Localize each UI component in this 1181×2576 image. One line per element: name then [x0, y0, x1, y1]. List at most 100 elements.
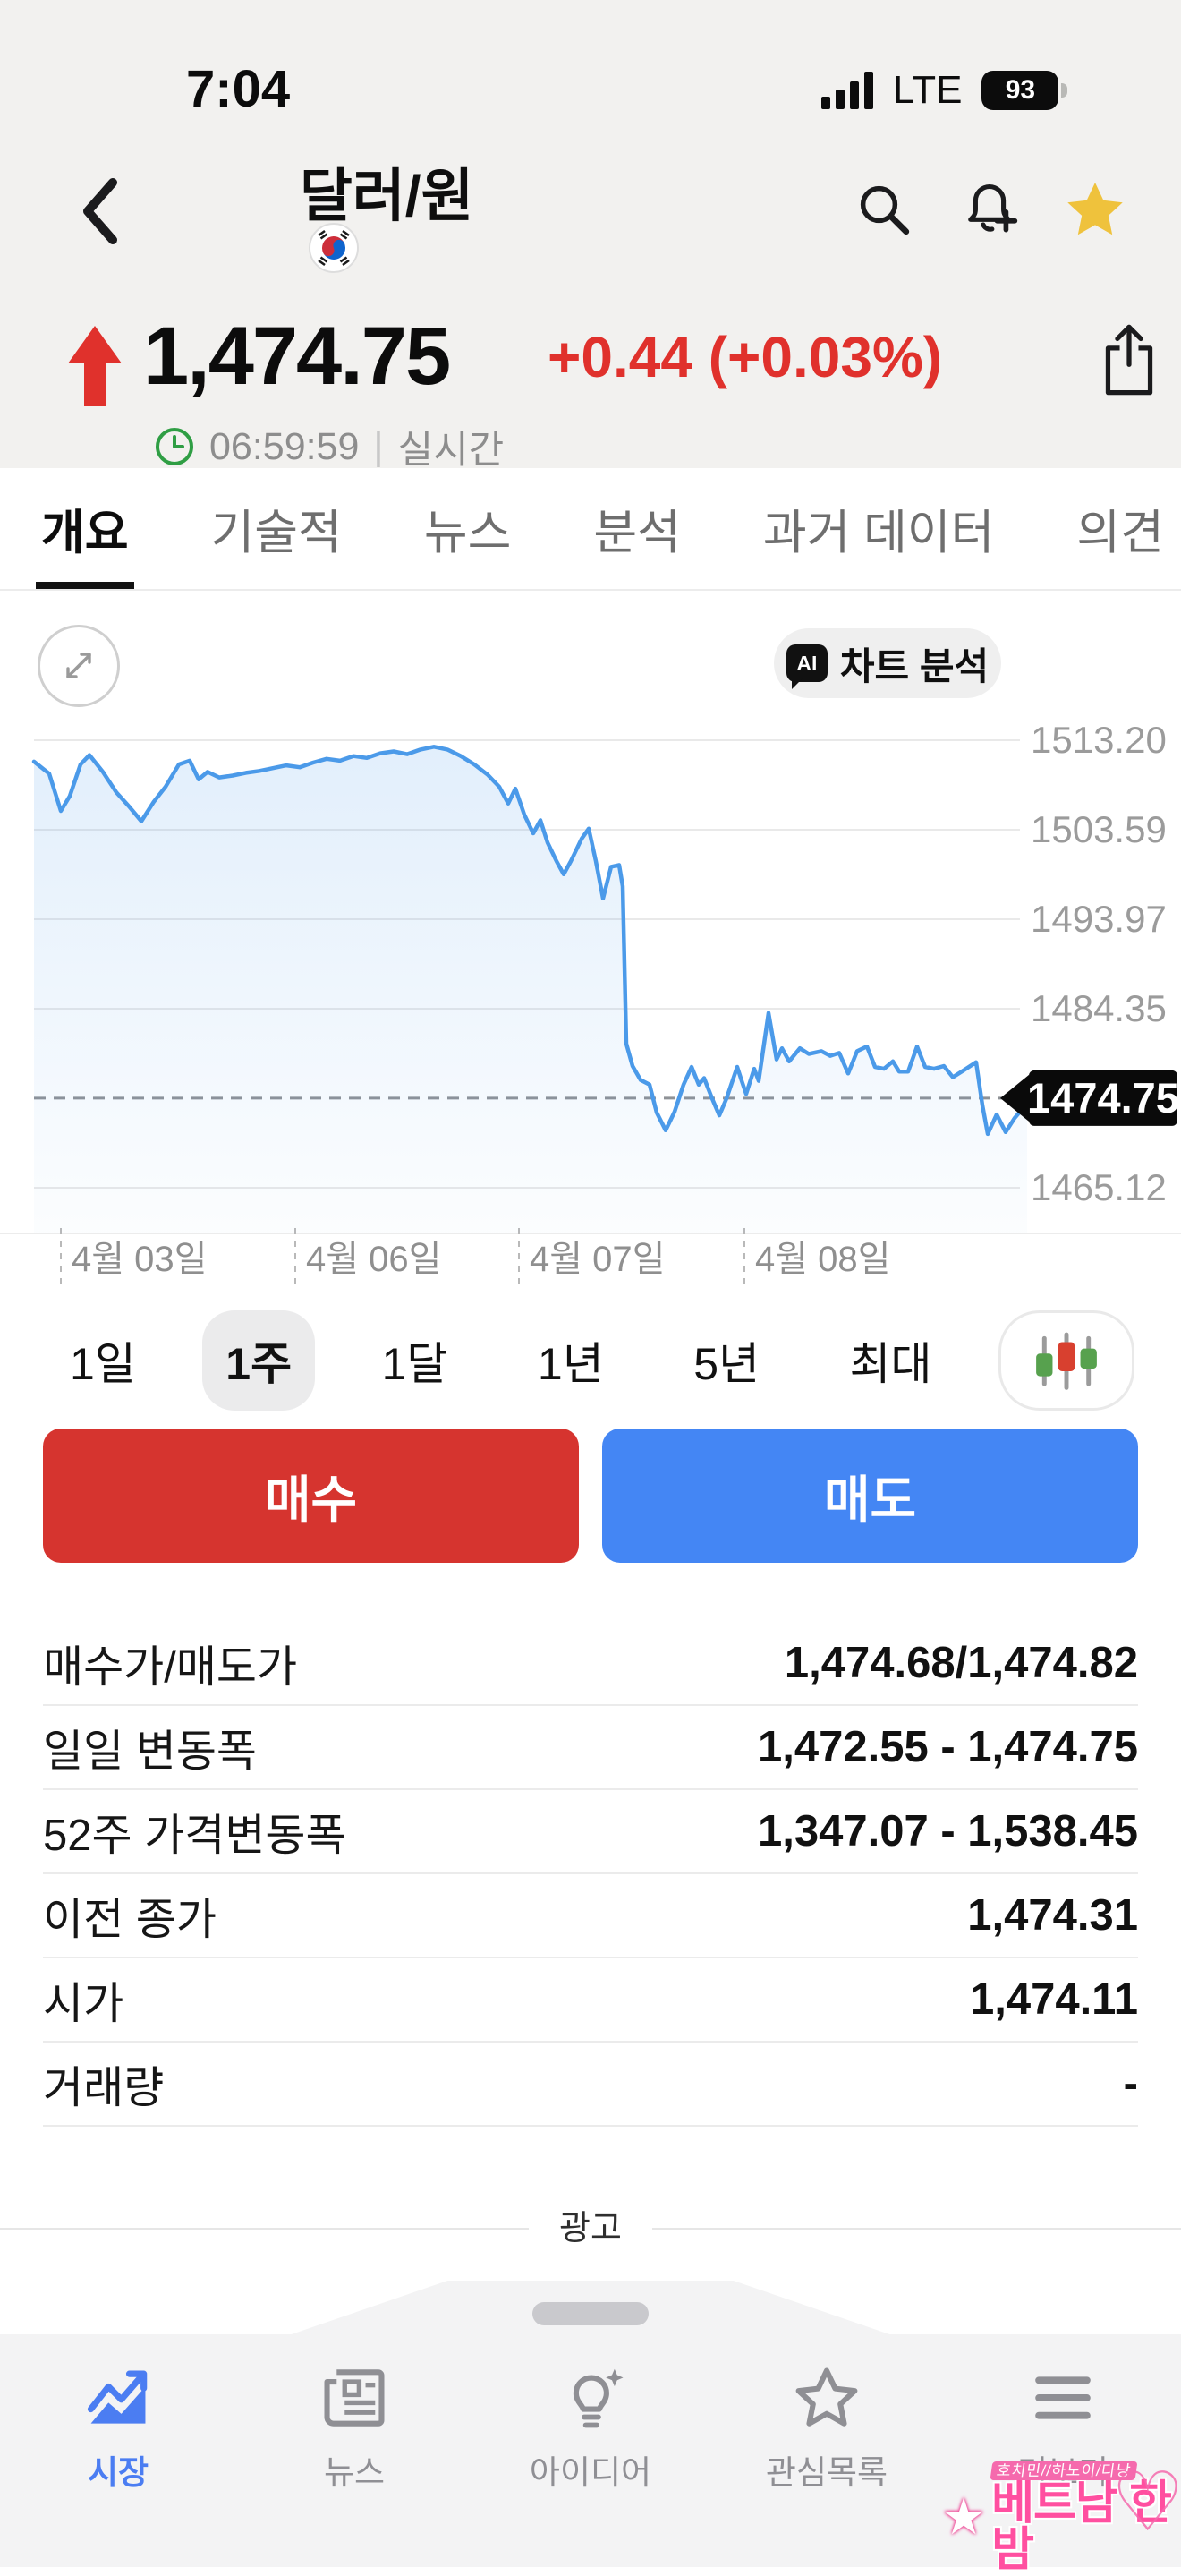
nav-label: 관심목록	[765, 2454, 888, 2491]
candlestick-icon	[1036, 1332, 1097, 1390]
svg-text:1484.35: 1484.35	[1031, 987, 1167, 1029]
svg-text:1513.20: 1513.20	[1031, 719, 1167, 761]
svg-text:1503.59: 1503.59	[1031, 808, 1167, 850]
price-timestamp-row: 06:59:59 | 실시간	[154, 419, 504, 474]
stat-value: -	[1123, 2060, 1138, 2108]
nav-item-3[interactable]: 아이디어	[472, 2359, 709, 2494]
clock-icon	[156, 428, 193, 465]
stat-label: 일일 변동폭	[43, 1727, 258, 1776]
ai-button-label: 차트 분석	[839, 644, 990, 687]
range-1년[interactable]: 1년	[537, 1339, 604, 1389]
buy-button[interactable]: 매수	[43, 1429, 579, 1563]
stat-label: 거래량	[43, 2063, 165, 2112]
news-icon	[324, 2369, 385, 2427]
market-chart-icon	[87, 2370, 148, 2424]
stat-value: 1,474.31	[967, 1891, 1138, 1940]
stat-label: 52주 가격변동폭	[43, 1811, 346, 1860]
more-menu-icon	[1035, 2376, 1091, 2419]
signal-strength-icon	[821, 72, 873, 109]
nav-item-5[interactable]: 더보기	[945, 2359, 1181, 2494]
battery-percent: 93	[1005, 75, 1036, 105]
nav-label: 아이디어	[529, 2454, 652, 2491]
ad-label-wrap: 광고	[0, 2200, 1181, 2249]
stat-label: 시가	[43, 1979, 124, 2028]
share-icon	[1105, 324, 1153, 396]
tab-4[interactable]: 분석	[593, 506, 681, 559]
share-button[interactable]	[1099, 322, 1160, 397]
bottom-sheet-drag-handle[interactable]	[532, 2302, 649, 2325]
ai-chart-analysis-button[interactable]: AI 차트 분석	[774, 628, 1001, 698]
realtime-label: 실시간	[397, 429, 505, 472]
svg-text:1493.97: 1493.97	[1031, 898, 1167, 940]
favorite-button[interactable]	[1063, 177, 1127, 242]
stat-label: 매수가/매도가	[43, 1642, 298, 1692]
expand-arrows-icon	[66, 653, 91, 678]
chart-expand-button[interactable]	[38, 625, 120, 707]
tab-5[interactable]: 과거 데이터	[762, 506, 995, 559]
section-tabbar: 개요 기술적 뉴스 분석 과거 데이터 의견	[0, 468, 1181, 591]
range-1주[interactable]: 1주	[202, 1310, 316, 1411]
svg-text:1465.12: 1465.12	[1031, 1166, 1167, 1208]
stats-table: 매수가/매도가 1,474.68/1,474.82 일일 변동폭 1,472.55 -…	[43, 1622, 1138, 2127]
tab-1[interactable]: 개요	[36, 468, 134, 589]
stat-value: 1,347.07 - 1,538.45	[757, 1807, 1138, 1855]
footer-background	[0, 2334, 1181, 2567]
range-5년[interactable]: 5년	[693, 1339, 760, 1389]
range-selector: 1일 1주 1달 1년 5년 최대	[0, 1302, 1181, 1419]
range-1일[interactable]: 1일	[70, 1339, 136, 1389]
svg-text:4월 08일: 4월 08일	[755, 1240, 890, 1279]
bottom-navigation: 시장 뉴스 아이디어 관심목록 더보기	[0, 2359, 1181, 2494]
battery-icon: 93	[981, 71, 1068, 110]
price-time: 06:59:59	[209, 424, 360, 468]
stats-row-3: 52주 가격변동폭 1,347.07 - 1,538.45	[43, 1790, 1138, 1874]
stat-value: 1,474.11	[969, 1975, 1138, 2024]
range-1달[interactable]: 1달	[381, 1339, 448, 1389]
nav-item-2[interactable]: 뉴스	[236, 2359, 472, 2494]
stats-row-6: 거래량 -	[43, 2043, 1138, 2127]
price-line-chart[interactable]: 1513.20 1503.59 1493.97 1484.35 1465.12 4월 03…	[0, 591, 1181, 1307]
bell-plus-icon	[968, 183, 1018, 233]
chart-type-candlestick-button[interactable]	[998, 1310, 1134, 1411]
back-button[interactable]	[70, 175, 132, 247]
network-type: LTE	[893, 68, 963, 112]
stat-label: 이전 종가	[43, 1895, 217, 1944]
nav-label: 더보기	[1016, 2454, 1109, 2491]
status-indicators: LTE 93	[821, 68, 1068, 113]
search-icon	[860, 185, 910, 235]
nav-label: 뉴스	[323, 2454, 386, 2491]
alert-add-button[interactable]	[957, 177, 1022, 242]
sell-button[interactable]: 매도	[602, 1429, 1138, 1563]
idea-bulb-icon	[573, 2368, 624, 2428]
nav-item-4[interactable]: 관심목록	[709, 2359, 945, 2494]
nav-label: 시장	[87, 2454, 149, 2491]
chevron-left-icon	[83, 178, 117, 244]
current-price: 1,474.75	[143, 311, 451, 402]
stat-value: 1,472.55 - 1,474.75	[757, 1723, 1138, 1771]
tab-3[interactable]: 뉴스	[423, 506, 512, 559]
separator: |	[373, 424, 384, 468]
ai-badge-icon: AI	[786, 644, 828, 689]
range-최대[interactable]: 최대	[849, 1339, 932, 1389]
stats-row-2: 일일 변동폭 1,472.55 - 1,474.75	[43, 1706, 1138, 1790]
chart-section: 1513.20 1503.59 1493.97 1484.35 1465.12 4월 03…	[0, 591, 1181, 1307]
price-change: +0.44 (+0.03%)	[548, 325, 943, 389]
tab-6[interactable]: 의견	[1076, 506, 1164, 559]
header-actions	[852, 177, 1127, 242]
stats-row-4: 이전 종가 1,474.31	[43, 1874, 1138, 1958]
svg-text:4월 03일: 4월 03일	[72, 1240, 207, 1279]
stats-row-5: 시가 1,474.11	[43, 1958, 1138, 2043]
svg-text:4월 06일: 4월 06일	[306, 1240, 441, 1279]
stats-row-1: 매수가/매도가 1,474.68/1,474.82	[43, 1622, 1138, 1706]
svg-text:1474.75: 1474.75	[1027, 1074, 1179, 1122]
ad-label: 광고	[529, 2200, 652, 2249]
star-filled-icon	[1067, 183, 1123, 235]
search-button[interactable]	[852, 177, 916, 242]
trade-actions: 매수 매도	[43, 1429, 1138, 1563]
tab-2[interactable]: 기술적	[210, 506, 342, 559]
price-up-arrow-icon	[66, 324, 123, 410]
south-korea-flag-icon	[308, 222, 360, 274]
watchlist-star-icon	[795, 2367, 858, 2427]
nav-item-1[interactable]: 시장	[0, 2359, 236, 2494]
page-title: 달러/원	[300, 164, 474, 228]
status-time: 7:04	[186, 60, 291, 118]
